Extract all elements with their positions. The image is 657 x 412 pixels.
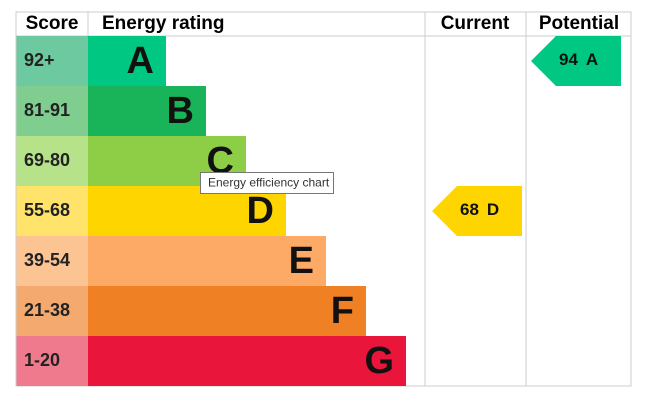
rating-letter: G xyxy=(364,340,394,382)
header-current: Current xyxy=(441,13,510,34)
header-score: Score xyxy=(26,13,79,34)
rating-letter: B xyxy=(167,90,194,132)
rating-bar xyxy=(88,36,166,86)
score-label: 55-68 xyxy=(24,200,70,220)
current-letter: D xyxy=(487,200,499,219)
header-potential: Potential xyxy=(539,13,619,34)
current-arrow xyxy=(432,186,522,236)
rating-bar xyxy=(88,86,206,136)
score-cell xyxy=(16,136,88,186)
potential-label: 94 A xyxy=(559,50,598,69)
score-label: 69-80 xyxy=(24,150,70,170)
current-label: 68 D xyxy=(460,200,499,219)
rating-bar xyxy=(88,286,366,336)
score-label: 21-38 xyxy=(24,300,70,320)
score-label: 92+ xyxy=(24,50,55,70)
rating-letter: F xyxy=(331,290,354,332)
header-rating: Energy rating xyxy=(102,13,224,34)
potential-arrow xyxy=(531,36,621,86)
rating-letter: E xyxy=(289,240,314,282)
rating-letter: A xyxy=(127,40,154,82)
tooltip-text: Energy efficiency chart xyxy=(208,176,330,190)
rating-bar xyxy=(88,186,286,236)
score-cell xyxy=(16,336,88,386)
score-cell xyxy=(16,186,88,236)
current-value: 68 xyxy=(460,200,479,219)
score-cell xyxy=(16,236,88,286)
rating-bar xyxy=(88,336,406,386)
score-cell xyxy=(16,86,88,136)
potential-value: 94 xyxy=(559,50,578,69)
potential-letter: A xyxy=(586,50,598,69)
rating-letter: D xyxy=(247,190,274,232)
score-label: 1-20 xyxy=(24,350,60,370)
score-cell xyxy=(16,36,88,86)
rating-bar xyxy=(88,236,326,286)
tooltip-box xyxy=(200,172,334,194)
score-cell xyxy=(16,286,88,336)
score-label: 39-54 xyxy=(24,250,70,270)
score-label: 81-91 xyxy=(24,100,70,120)
